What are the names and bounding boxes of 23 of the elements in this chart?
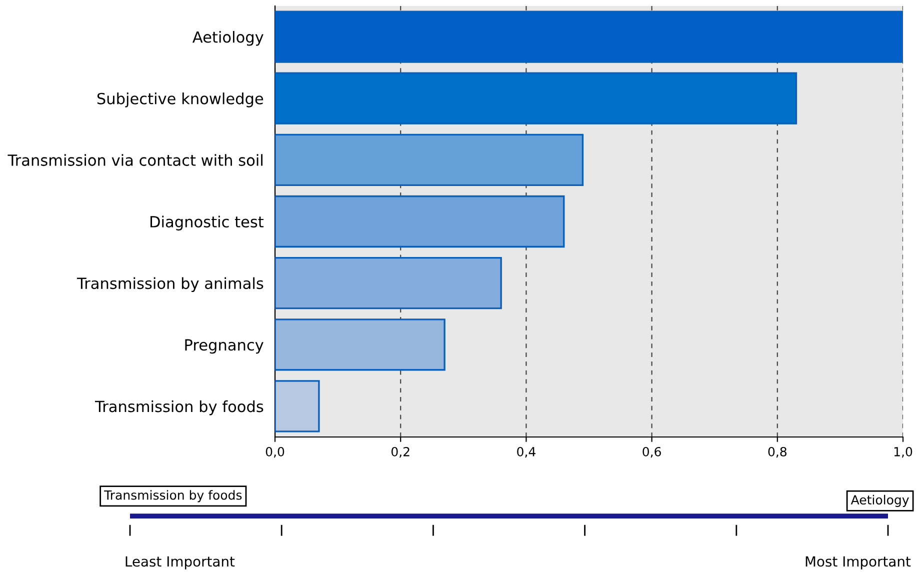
text: Aetiology bbox=[850, 494, 909, 507]
bar bbox=[275, 256, 502, 310]
bar bbox=[275, 318, 446, 371]
x-tick-label: 0,2 bbox=[391, 446, 410, 458]
bar bbox=[275, 380, 320, 432]
x-tick-label: 0,8 bbox=[768, 446, 786, 458]
bar bbox=[275, 10, 903, 63]
bar bbox=[275, 134, 584, 186]
x-tick-label: 0,6 bbox=[642, 446, 661, 458]
bar bbox=[275, 195, 565, 248]
y-tick-label: Subjective knowledge bbox=[97, 92, 264, 108]
y-tick-label: Diagnostic test bbox=[150, 216, 264, 230]
y-tick-label: Aetiology bbox=[192, 30, 264, 46]
y-tick-label: Transmission by animals bbox=[76, 277, 264, 292]
text: Least Important bbox=[126, 556, 235, 570]
x-tick-label: 1,0 bbox=[894, 446, 912, 458]
x-tick-label: 0,4 bbox=[517, 446, 536, 458]
bar bbox=[275, 72, 798, 124]
x-tick-label: 0,0 bbox=[266, 446, 284, 458]
y-tick-label: Pregnancy bbox=[185, 339, 264, 354]
text: Most Important bbox=[806, 556, 911, 570]
y-tick-label: Transmission via contact with soil bbox=[8, 154, 262, 166]
y-tick-label: Transmission by foods bbox=[94, 400, 264, 416]
